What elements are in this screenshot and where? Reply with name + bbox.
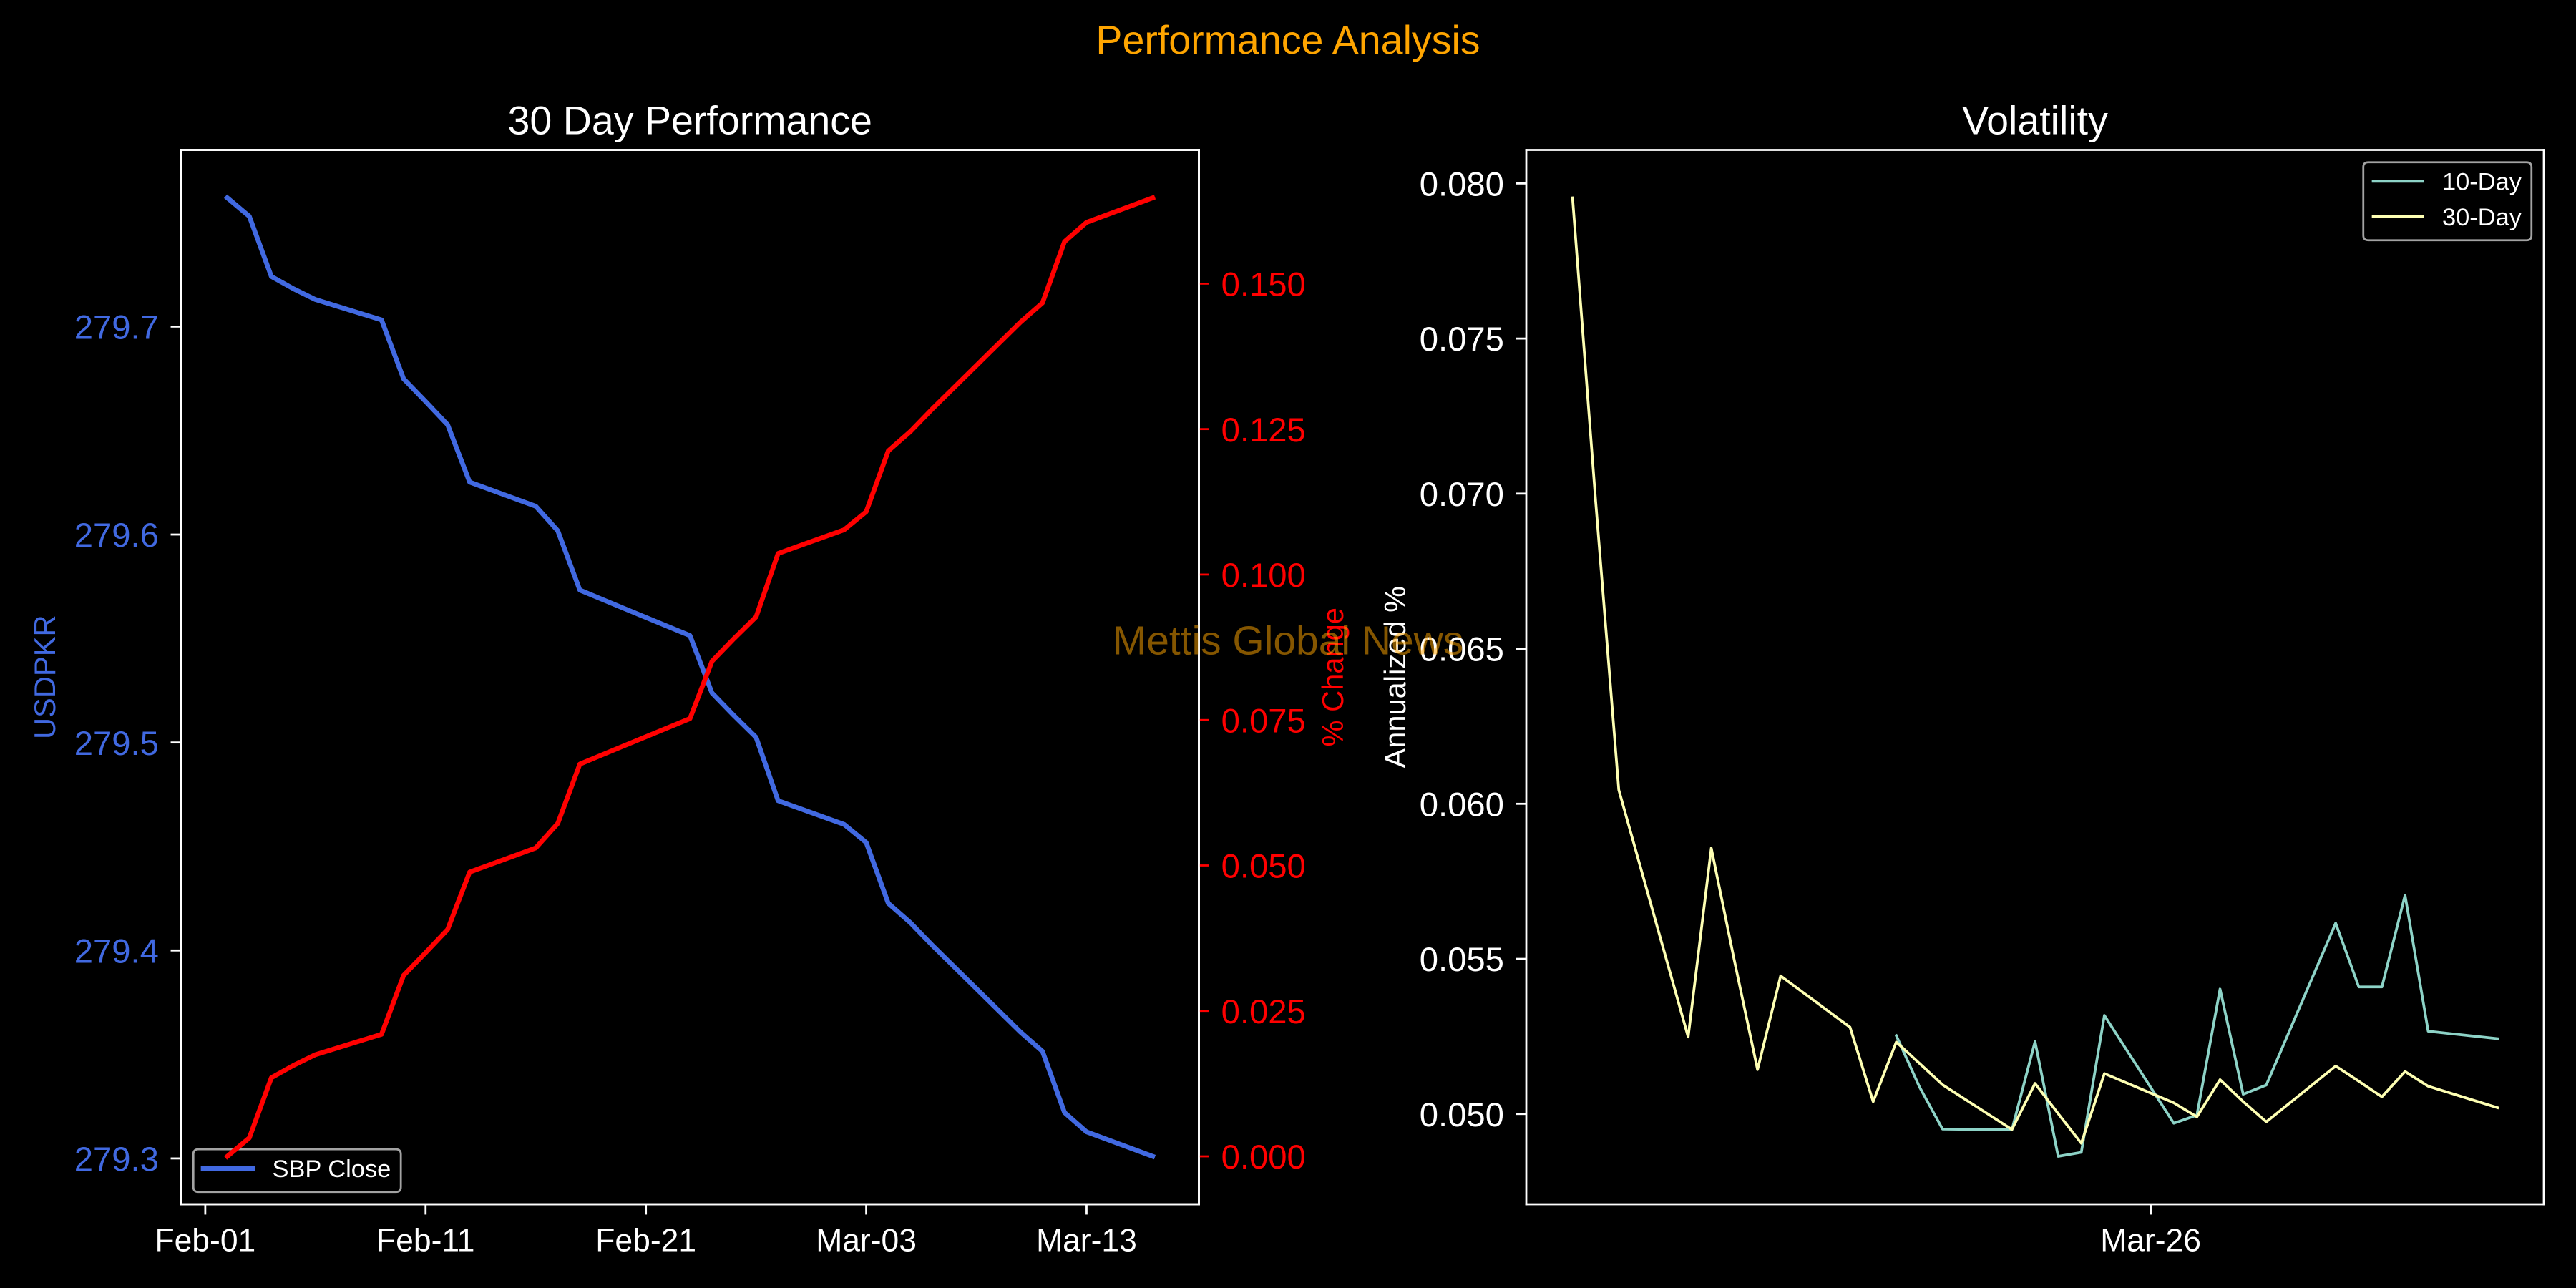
- svg-text:0.055: 0.055: [1420, 941, 1504, 979]
- svg-text:Mar-13: Mar-13: [1036, 1223, 1137, 1258]
- svg-text:0.070: 0.070: [1420, 476, 1504, 514]
- svg-text:279.4: 279.4: [74, 932, 159, 970]
- svg-text:0.125: 0.125: [1221, 411, 1306, 449]
- svg-text:279.3: 279.3: [74, 1141, 159, 1179]
- svg-text:0.100: 0.100: [1221, 557, 1306, 595]
- svg-text:Feb-01: Feb-01: [155, 1223, 255, 1258]
- svg-text:0.075: 0.075: [1420, 321, 1504, 358]
- svg-text:30 Day Performance: 30 Day Performance: [508, 98, 872, 142]
- svg-text:Performance Analysis: Performance Analysis: [1096, 18, 1480, 62]
- svg-text:0.050: 0.050: [1221, 848, 1306, 886]
- svg-text:Mettis Global News: Mettis Global News: [1113, 618, 1463, 664]
- svg-text:Mar-03: Mar-03: [816, 1223, 917, 1258]
- svg-text:Volatility: Volatility: [1962, 98, 2108, 142]
- svg-text:279.7: 279.7: [74, 308, 159, 346]
- svg-text:0.150: 0.150: [1221, 265, 1306, 303]
- svg-text:SBP Close: SBP Close: [272, 1156, 391, 1183]
- svg-text:30-Day: 30-Day: [2442, 204, 2522, 231]
- svg-text:279.5: 279.5: [74, 725, 159, 763]
- svg-text:0.000: 0.000: [1221, 1138, 1306, 1176]
- svg-text:% Change: % Change: [1316, 608, 1350, 747]
- svg-text:0.080: 0.080: [1420, 166, 1504, 204]
- svg-text:0.075: 0.075: [1221, 702, 1306, 740]
- svg-text:10-Day: 10-Day: [2442, 168, 2522, 195]
- svg-text:Feb-11: Feb-11: [376, 1223, 475, 1258]
- svg-text:Feb-21: Feb-21: [595, 1223, 696, 1258]
- svg-text:0.060: 0.060: [1420, 786, 1504, 824]
- svg-text:Mar-26: Mar-26: [2100, 1223, 2201, 1258]
- svg-text:USDPKR: USDPKR: [28, 615, 62, 739]
- svg-text:0.065: 0.065: [1420, 631, 1504, 669]
- svg-text:279.6: 279.6: [74, 517, 159, 555]
- svg-text:0.025: 0.025: [1221, 993, 1306, 1031]
- svg-text:0.050: 0.050: [1420, 1096, 1504, 1134]
- svg-text:Annualized %: Annualized %: [1378, 586, 1412, 769]
